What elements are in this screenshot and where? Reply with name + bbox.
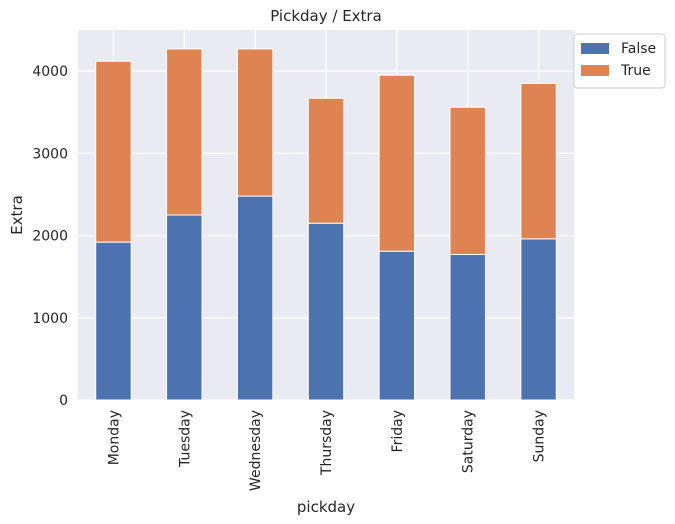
legend-swatch-false — [581, 43, 609, 54]
y-tick-label: 3000 — [32, 146, 68, 162]
y-tick-labels: 0 1000 2000 3000 4000 — [32, 64, 68, 409]
x-tick-label: Saturday — [461, 410, 477, 473]
x-tick-label: Wednesday — [248, 410, 264, 491]
y-tick-label: 2000 — [32, 229, 68, 245]
legend-label-true: True — [620, 63, 651, 79]
x-axis-label: pickday — [297, 498, 355, 516]
x-tick-label: Thursday — [319, 410, 335, 476]
bar-false-wednesday — [236, 195, 274, 401]
bar-true-sunday — [520, 82, 557, 240]
chart-title: Pickday / Extra — [270, 7, 382, 25]
bar-true-thursday — [307, 97, 345, 224]
y-tick-label: 4000 — [32, 64, 68, 80]
bar-false-thursday — [307, 222, 345, 401]
x-tick-label: Sunday — [532, 410, 548, 462]
bar-true-saturday — [449, 106, 486, 255]
x-tick-label: Tuesday — [177, 410, 193, 468]
bar-true-friday — [378, 74, 416, 252]
bars — [95, 48, 557, 401]
bar-true-wednesday — [236, 48, 274, 197]
bar-true-tuesday — [166, 48, 203, 216]
x-tick-label: Monday — [106, 410, 122, 465]
legend-swatch-true — [581, 65, 609, 76]
bar-false-saturday — [449, 253, 486, 401]
bar-true-monday — [95, 60, 132, 243]
bar-false-friday — [378, 250, 416, 401]
x-tick-label: Friday — [390, 410, 406, 452]
bar-false-sunday — [520, 238, 557, 401]
legend-label-false: False — [621, 41, 656, 57]
y-tick-label: 0 — [59, 393, 68, 409]
legend: False True — [573, 33, 666, 89]
bar-false-tuesday — [166, 214, 203, 401]
y-axis-label: Extra — [8, 195, 26, 235]
x-tick-labels: Monday Tuesday Wednesday Thursday Friday Satu… — [106, 410, 547, 491]
bar-false-monday — [95, 241, 132, 401]
y-tick-label: 1000 — [32, 311, 68, 327]
